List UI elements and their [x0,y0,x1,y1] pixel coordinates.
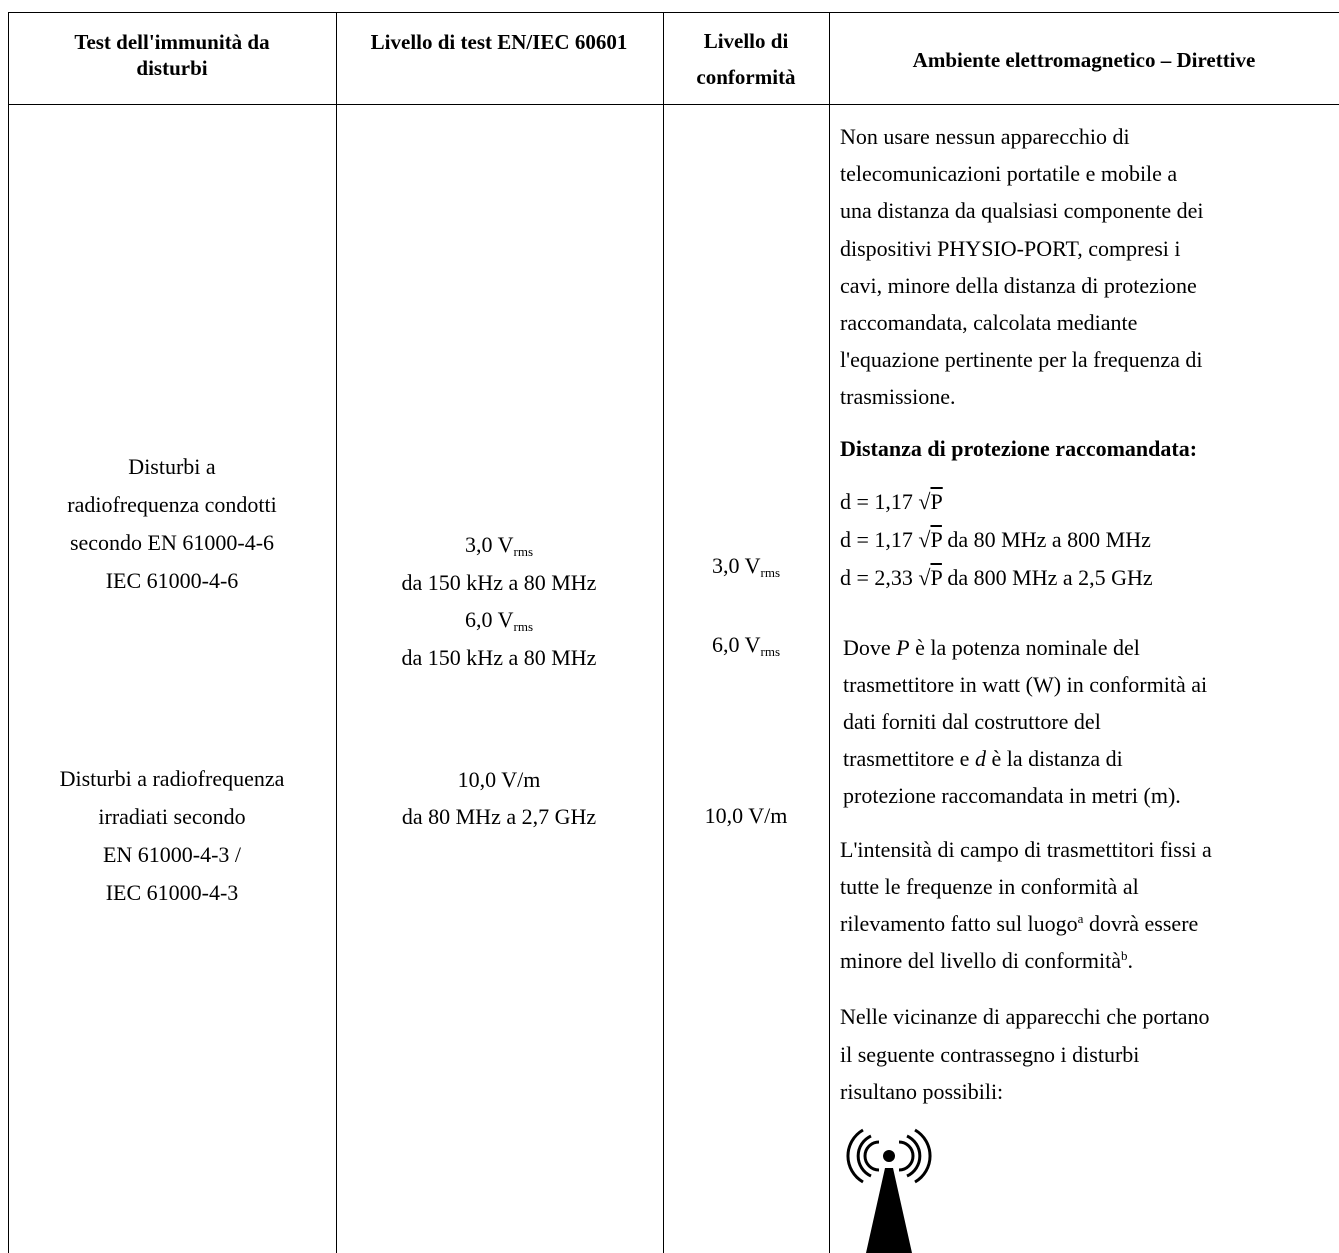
text-line: Non usare nessun apparecchio di [840,124,1130,149]
text-line: IEC 61000-4-6 [105,568,239,593]
text-line: minore del livello di conformitàb. [840,948,1134,973]
heading: Distanza di protezione raccomandata: [840,436,1198,461]
text-line: irradiati secondo [98,804,246,829]
formula: d = 1,17 √P da 80 MHz a 800 MHz [840,527,1151,552]
radiation-symbol [846,1128,932,1253]
rule [829,12,830,1253]
formula: d = 1,17 √P [840,489,943,514]
text-line: Dove P è la potenza nominale del [843,635,1140,660]
rule [663,12,664,1253]
text-line: IEC 61000-4-3 [105,880,239,905]
compliance: 10,0 V/m [704,803,788,828]
text-line: raccomandata, calcolata mediante [840,310,1138,335]
text-line: Disturbi a radiofrequenza [59,766,285,791]
text-line: radiofrequenza condotti [67,492,277,517]
text-line: trasmettitore in watt (W) in conformità … [843,672,1208,697]
text-line: risultano possibili: [840,1079,1004,1104]
range: da 80 MHz a 2,7 GHz [401,804,597,829]
range: da 150 kHz a 80 MHz [401,570,597,595]
text-line: trasmissione. [840,384,956,410]
text-line: dispositivi PHYSIO-PORT, compresi i [840,235,1181,261]
header-cell: Livello di conformità [696,29,796,89]
compliance: 3,0 Vrms [712,553,780,580]
level: 6,0 Vrms [465,607,533,634]
text-line: rilevamento fatto sul luogoa dovrà esser… [840,911,1199,936]
text-line: secondo EN 61000-4-6 [69,530,275,555]
header-cell: Test dell'immunità da disturbi [74,30,270,80]
header-cell: Ambiente elettromagnetico – Direttive [912,48,1256,72]
rule [8,12,9,1253]
text-line: l'equazione pertinente per la frequenza … [840,347,1203,373]
text-line: Disturbi a [128,454,216,479]
text-line: EN 61000-4-3 / [102,842,242,867]
range: da 150 kHz a 80 MHz [401,645,597,670]
compliance: 6,0 Vrms [712,632,780,659]
rule [336,12,337,1253]
text-line: cavi, minore della distanza di protezion… [840,272,1197,298]
text-line: protezione raccomandata in metri (m). [843,783,1181,808]
text-line: il seguente contrassegno i disturbi [840,1041,1140,1067]
text-line: dati forniti dal costruttore del [843,709,1101,734]
text-line: L'intensità di campo di trasmettitori fi… [840,837,1212,862]
text-line: trasmettitore e d è la distanza di [843,746,1123,771]
text-line: una distanza da qualsiasi componente dei [840,198,1204,224]
formula: d = 2,33 √P da 800 MHz a 2,5 GHz [840,565,1153,590]
text-line: Nelle vicinanze di apparecchi che portan… [840,1004,1210,1029]
rule [8,104,1339,105]
text-line: telecomunicazioni portatile e mobile a [840,161,1178,187]
level: 10,0 V/m [457,767,541,792]
text-line: tutte le frequenze in conformità al [840,874,1139,899]
rule [8,12,1339,13]
header-cell: Livello di test EN/IEC 60601 [370,30,628,54]
level: 3,0 Vrms [465,532,533,559]
